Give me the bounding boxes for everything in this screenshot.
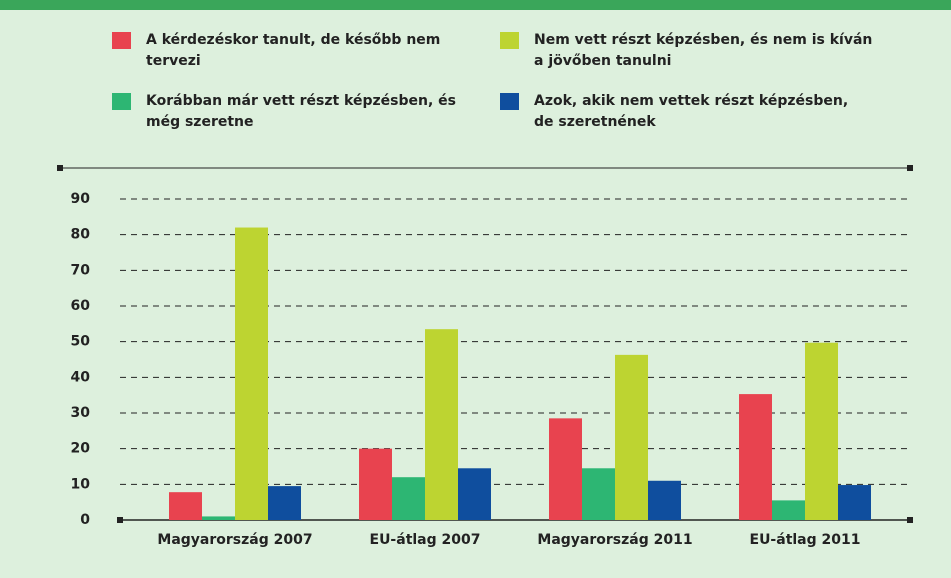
bar bbox=[392, 477, 425, 520]
bar bbox=[615, 354, 648, 520]
y-tick-label: 0 bbox=[80, 512, 90, 528]
legend-label: Azok, akik nem vettek részt képzésben, d… bbox=[534, 93, 849, 130]
legend-swatch bbox=[500, 32, 519, 49]
legend-item: Korábban már vett részt képzésben, és mé… bbox=[112, 91, 466, 133]
bar bbox=[425, 329, 458, 520]
legend-swatch bbox=[112, 32, 131, 49]
x-tick-label: Magyarország 2011 bbox=[537, 532, 692, 548]
y-tick-label: 90 bbox=[71, 191, 91, 207]
legend-label: A kérdezéskor tanult, de később nem terv… bbox=[146, 32, 441, 69]
bar bbox=[235, 227, 268, 521]
legend-label: Korábban már vett részt képzésben, és mé… bbox=[146, 93, 456, 130]
bar bbox=[359, 448, 392, 520]
y-tick-label: 70 bbox=[71, 262, 91, 278]
bar bbox=[549, 418, 582, 520]
bar bbox=[739, 394, 772, 520]
legend-item: Nem vett részt képzésben, és nem is kívá… bbox=[500, 30, 874, 72]
legend-label: Nem vett részt képzésben, és nem is kívá… bbox=[534, 32, 873, 69]
top-band bbox=[0, 0, 951, 10]
legend-item: A kérdezéskor tanult, de később nem terv… bbox=[112, 30, 466, 72]
y-tick-label: 20 bbox=[71, 441, 91, 457]
bar bbox=[202, 516, 235, 520]
y-tick-label: 80 bbox=[71, 227, 91, 243]
y-tick-label: 60 bbox=[71, 298, 91, 314]
y-tick-label: 10 bbox=[71, 476, 91, 492]
y-tick-label: 50 bbox=[71, 334, 91, 350]
legend-item: Azok, akik nem vettek részt képzésben, d… bbox=[500, 91, 854, 133]
axis-end bbox=[117, 517, 123, 523]
bar bbox=[268, 486, 301, 520]
bar bbox=[458, 468, 491, 520]
legend-swatch bbox=[112, 93, 131, 110]
bar bbox=[772, 500, 805, 520]
legend-swatch bbox=[500, 93, 519, 110]
axis-end bbox=[907, 517, 913, 523]
x-tick-label: EU-átlag 2007 bbox=[370, 532, 481, 548]
frame-end bbox=[907, 165, 913, 171]
bar bbox=[805, 342, 838, 520]
bar bbox=[648, 480, 681, 520]
y-tick-label: 40 bbox=[71, 369, 91, 385]
x-tick-label: Magyarország 2007 bbox=[157, 532, 312, 548]
bar bbox=[838, 485, 871, 520]
y-tick-label: 30 bbox=[71, 405, 91, 421]
bar bbox=[169, 492, 202, 520]
x-tick-label: EU-átlag 2011 bbox=[750, 532, 861, 548]
bar bbox=[582, 468, 615, 520]
frame-end bbox=[57, 165, 63, 171]
